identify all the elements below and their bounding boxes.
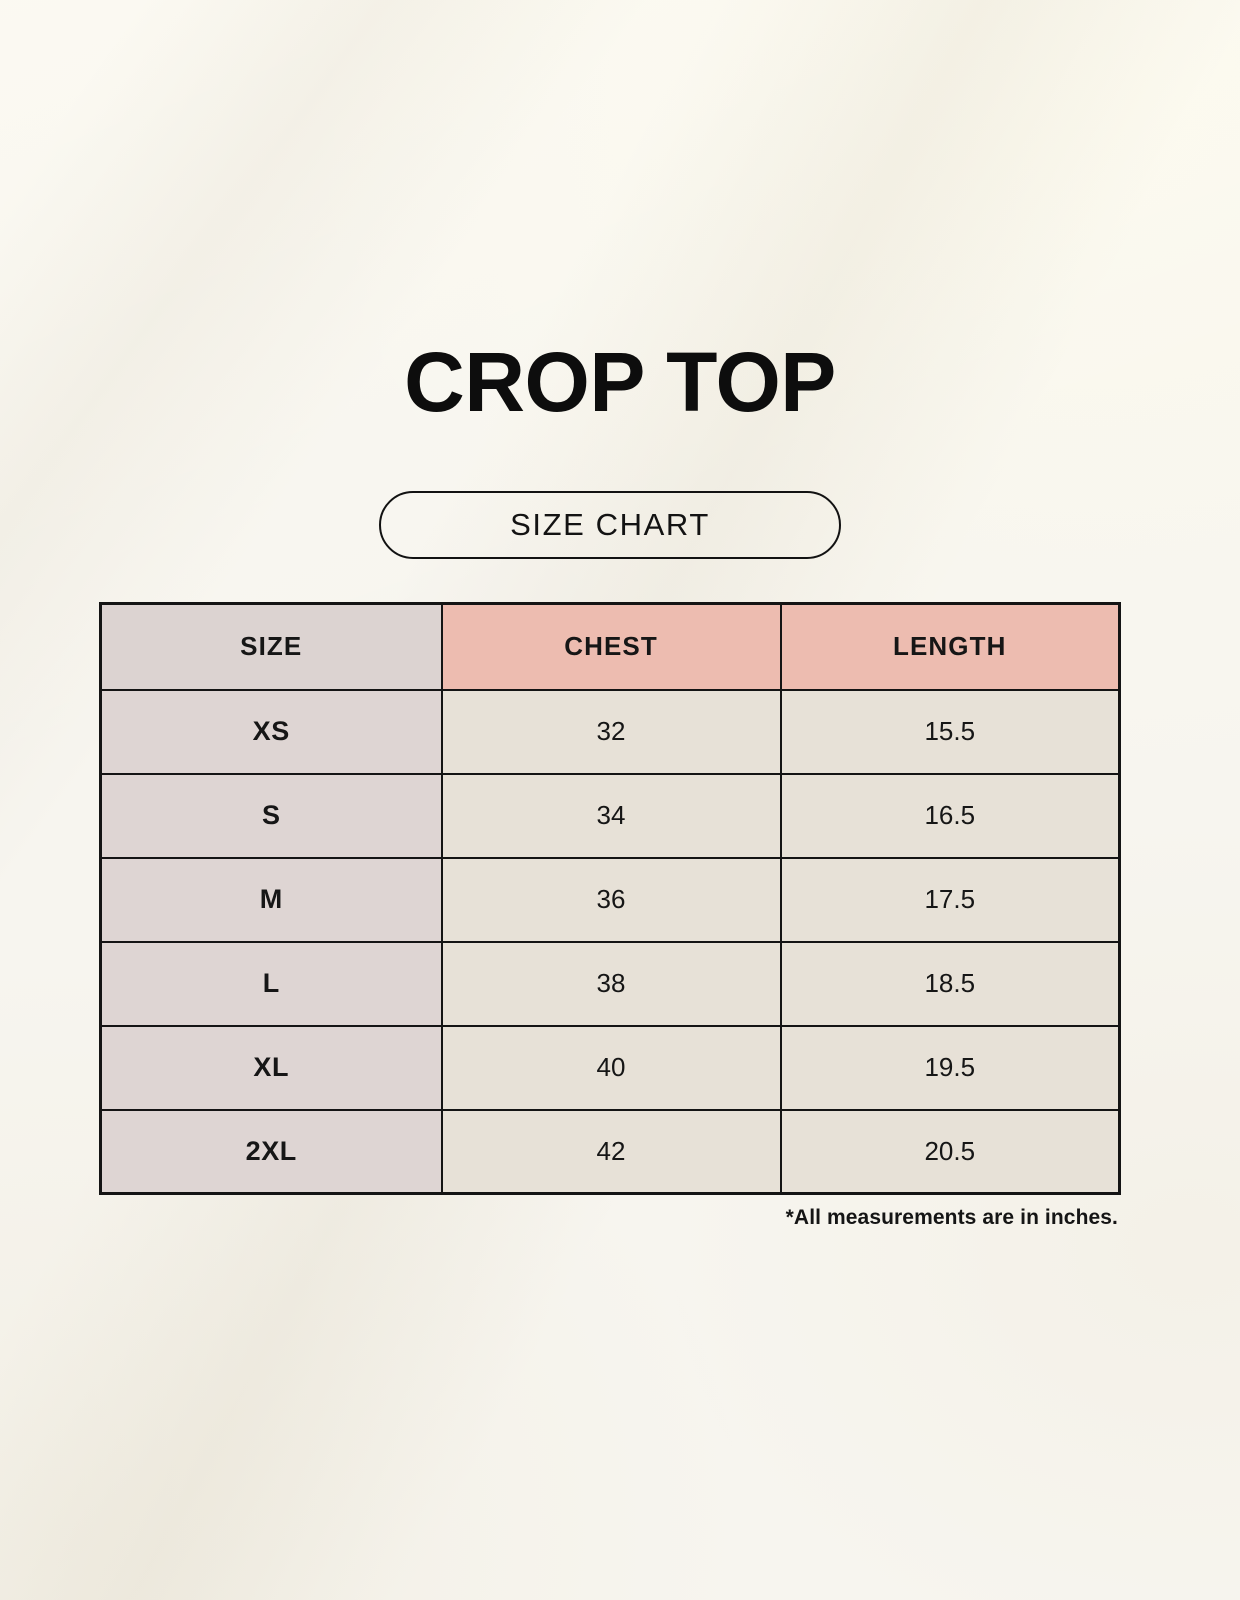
column-header-chest: CHEST (440, 602, 782, 691)
cell-length: 19.5 (779, 1024, 1121, 1111)
size-table-head: SIZE CHEST LENGTH (99, 602, 1121, 691)
column-header-size: SIZE (99, 602, 443, 691)
table-row: S 34 16.5 (99, 772, 1121, 859)
cell-length: 18.5 (779, 940, 1121, 1027)
size-chart-badge-label: SIZE CHART (510, 507, 710, 542)
cell-size: M (99, 856, 443, 943)
cell-size: L (99, 940, 443, 1027)
cell-chest: 40 (440, 1024, 782, 1111)
cell-size: XS (99, 688, 443, 775)
size-table-container: SIZE CHEST LENGTH XS 32 15.5 S 34 16.5 M (99, 602, 1121, 1195)
table-row: M 36 17.5 (99, 856, 1121, 943)
cell-chest: 32 (440, 688, 782, 775)
size-table: SIZE CHEST LENGTH XS 32 15.5 S 34 16.5 M (99, 602, 1121, 1195)
cell-length: 16.5 (779, 772, 1121, 859)
cell-length: 17.5 (779, 856, 1121, 943)
cell-chest: 38 (440, 940, 782, 1027)
cell-chest: 42 (440, 1108, 782, 1195)
cell-size: S (99, 772, 443, 859)
cell-length: 20.5 (779, 1108, 1121, 1195)
column-header-length: LENGTH (779, 602, 1121, 691)
measurement-unit-note: *All measurements are in inches. (785, 1206, 1118, 1229)
size-chart-badge: SIZE CHART (379, 491, 841, 559)
cell-chest: 36 (440, 856, 782, 943)
table-row: L 38 18.5 (99, 940, 1121, 1027)
table-row: XS 32 15.5 (99, 688, 1121, 775)
size-table-body: XS 32 15.5 S 34 16.5 M 36 17.5 L 38 (99, 688, 1121, 1195)
cell-length: 15.5 (779, 688, 1121, 775)
cell-size: 2XL (99, 1108, 443, 1195)
page-title: CROP TOP (404, 335, 836, 429)
cell-size: XL (99, 1024, 443, 1111)
table-row: XL 40 19.5 (99, 1024, 1121, 1111)
table-row: 2XL 42 20.5 (99, 1108, 1121, 1195)
cell-chest: 34 (440, 772, 782, 859)
table-header-row: SIZE CHEST LENGTH (99, 602, 1121, 691)
